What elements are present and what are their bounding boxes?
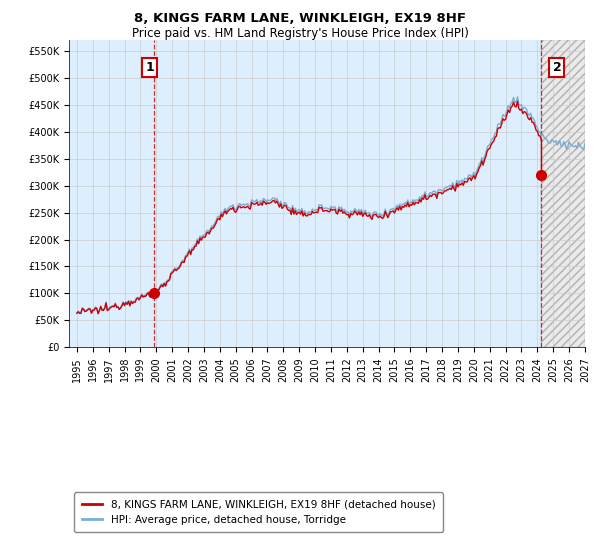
HPI: Average price, detached house, Torridge: (2.02e+03, 4.15e+05): Average price, detached house, Torridge:…	[497, 120, 504, 127]
HPI: Average price, detached house, Torridge: (2.01e+03, 2.71e+05): Average price, detached house, Torridge:…	[277, 198, 284, 204]
8, KINGS FARM LANE, WINKLEIGH, EX19 8HF (detached house)	[173, 267, 180, 274]
HPI: Average price, detached house, Torridge: (2e+03, 6.43e+04): Average price, detached house, Torridge:…	[73, 309, 80, 316]
Text: 1: 1	[145, 60, 154, 74]
8, KINGS FARM LANE, WINKLEIGH, EX19 8HF (detached house)	[259, 202, 266, 209]
Line: 8, KINGS FARM LANE, WINKLEIGH, EX19 8HF (detached house): 8, KINGS FARM LANE, WINKLEIGH, EX19 8HF …	[77, 101, 541, 314]
HPI: Average price, detached house, Torridge: (2.02e+03, 2.9e+05): Average price, detached house, Torridge:…	[439, 188, 446, 194]
Line: HPI: Average price, detached house, Torridge: HPI: Average price, detached house, Torr…	[77, 97, 586, 313]
Text: 8, KINGS FARM LANE, WINKLEIGH, EX19 8HF: 8, KINGS FARM LANE, WINKLEIGH, EX19 8HF	[134, 12, 466, 25]
HPI: Average price, detached house, Torridge: (2.02e+03, 3.86e+05): Average price, detached house, Torridge:…	[543, 136, 550, 142]
8, KINGS FARM LANE, WINKLEIGH, EX19 8HF (detached house)	[538, 137, 545, 143]
8, KINGS FARM LANE, WINKLEIGH, EX19 8HF (detached house)	[118, 302, 125, 309]
HPI: Average price, detached house, Torridge: (2.02e+03, 4.65e+05): Average price, detached house, Torridge:…	[514, 94, 521, 100]
Legend: 8, KINGS FARM LANE, WINKLEIGH, EX19 8HF (detached house), HPI: Average price, de: 8, KINGS FARM LANE, WINKLEIGH, EX19 8HF …	[74, 492, 443, 532]
HPI: Average price, detached house, Torridge: (2e+03, 6.33e+04): Average price, detached house, Torridge:…	[95, 310, 102, 316]
8, KINGS FARM LANE, WINKLEIGH, EX19 8HF (detached house)	[95, 310, 102, 317]
8, KINGS FARM LANE, WINKLEIGH, EX19 8HF (detached house)	[170, 268, 177, 275]
HPI: Average price, detached house, Torridge: (2.01e+03, 2.45e+05): Average price, detached house, Torridge:…	[375, 212, 382, 218]
HPI: Average price, detached house, Torridge: (2.01e+03, 2.51e+05): Average price, detached house, Torridge:…	[349, 209, 356, 216]
8, KINGS FARM LANE, WINKLEIGH, EX19 8HF (detached house)	[526, 116, 533, 123]
8, KINGS FARM LANE, WINKLEIGH, EX19 8HF (detached house)	[514, 98, 521, 105]
8, KINGS FARM LANE, WINKLEIGH, EX19 8HF (detached house)	[73, 310, 80, 316]
8, KINGS FARM LANE, WINKLEIGH, EX19 8HF (detached house)	[268, 199, 275, 206]
Text: Price paid vs. HM Land Registry's House Price Index (HPI): Price paid vs. HM Land Registry's House …	[131, 27, 469, 40]
Text: 2: 2	[553, 60, 561, 74]
Polygon shape	[541, 40, 585, 347]
HPI: Average price, detached house, Torridge: (2.03e+03, 3.71e+05): Average price, detached house, Torridge:…	[583, 144, 590, 151]
